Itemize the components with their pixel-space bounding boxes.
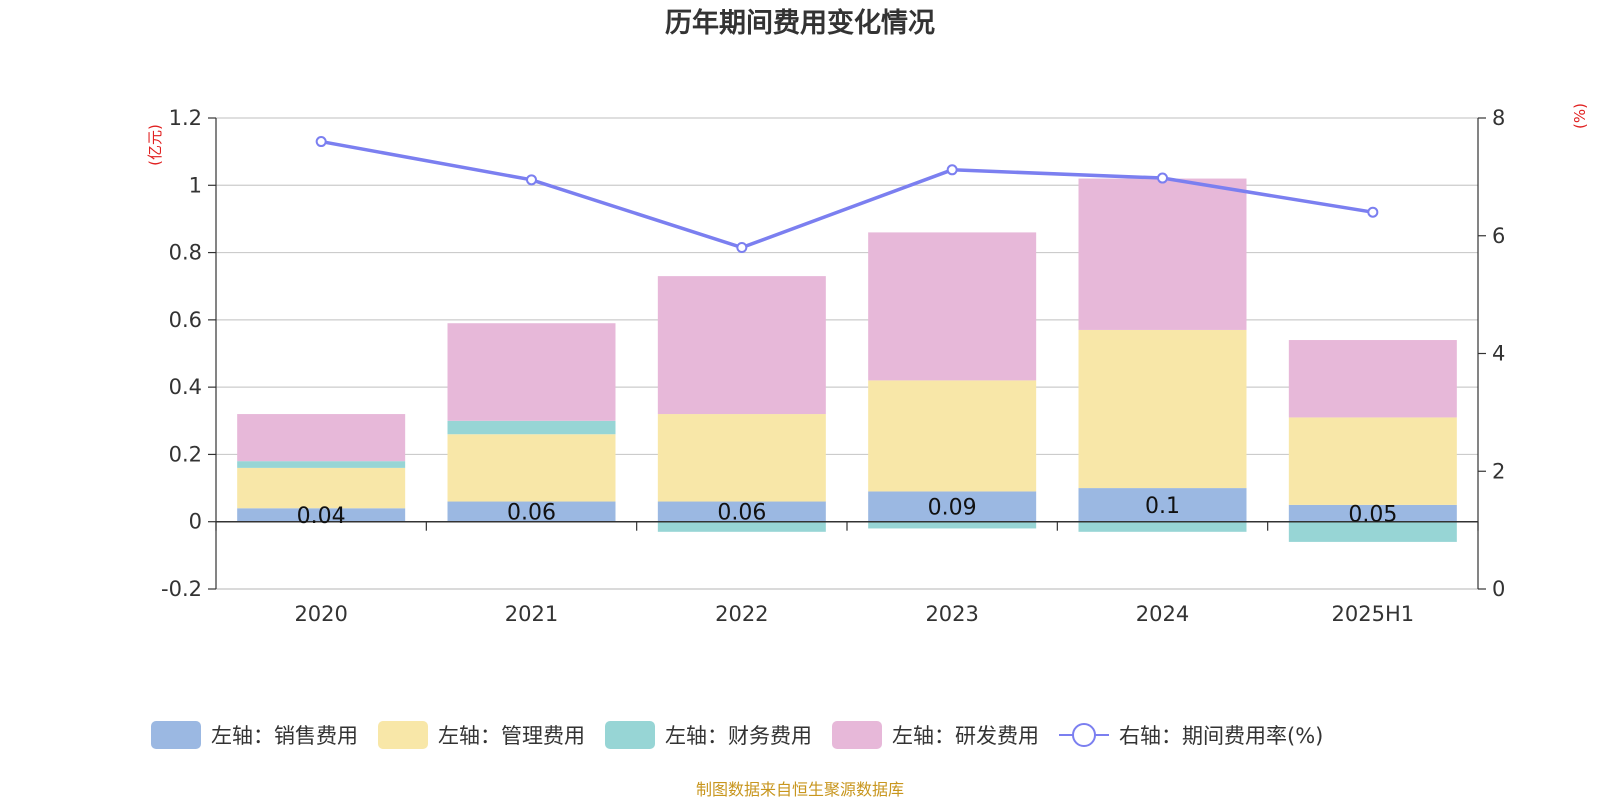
x-tick-label: 2021 [505, 602, 558, 626]
rate-point [526, 174, 537, 186]
bar-1-3 [868, 380, 1037, 492]
right-tick-label: 2 [1492, 459, 1505, 483]
rate-line-path [320, 139, 1374, 250]
bar-2-0 [237, 461, 406, 468]
bar-2-4 [1078, 521, 1247, 532]
left-tick-label: 0.4 [169, 375, 202, 399]
legend-swatch-3 [832, 721, 882, 749]
bar-data-label: 0.05 [1348, 502, 1397, 527]
rate-point [946, 164, 958, 176]
rate-point [736, 242, 748, 254]
bar-data-label: 0.04 [297, 504, 346, 529]
legend-label-0: 左轴：销售费用 [211, 724, 358, 748]
bar-0-1 [447, 501, 616, 522]
legend-label-2: 左轴：财务费用 [665, 724, 812, 748]
bar-3-3 [868, 232, 1037, 381]
left-tick-label: 1 [189, 173, 202, 197]
bar-1-0 [237, 467, 406, 509]
bar-data-label: 0.09 [928, 496, 977, 521]
legend-label-1: 左轴：管理费用 [438, 724, 585, 748]
right-axis-unit: (%) [1571, 103, 1589, 129]
rate-point [1367, 206, 1379, 218]
right-tick-label: 0 [1492, 577, 1505, 601]
right-tick-label: 6 [1492, 224, 1505, 248]
data-labels: 0.04 0.06 0.06 0.09 0.1 0.05 [297, 494, 1398, 529]
bar-3-2 [657, 276, 826, 415]
bar-data-label: 0.06 [717, 501, 766, 526]
axes: -0.2 0 0.2 0.4 0.6 0.8 1 1.2 0 2 4 6 8 2020 2021 2022 20… [161, 106, 1505, 626]
bar-data-label: 0.1 [1145, 494, 1180, 519]
legend-swatch-2 [605, 721, 655, 749]
left-tick-label: 0.8 [169, 241, 202, 265]
bar-0-5 [1288, 504, 1457, 522]
x-tick-label: 2023 [925, 602, 978, 626]
bar-3-1 [447, 323, 616, 421]
grid-lines [216, 117, 1478, 590]
legend-marker-swatch [1072, 723, 1096, 747]
chart-title: 历年期间费用变化情况 [665, 7, 935, 39]
bar-2-1 [447, 420, 616, 435]
left-axis-unit: (亿元) [146, 124, 164, 166]
bar-3-5 [1288, 340, 1457, 418]
bar-2-5 [1288, 521, 1457, 542]
legend-label-3: 左轴：研发费用 [892, 724, 1039, 748]
bar-0-0 [237, 508, 406, 522]
right-tick-label: 8 [1492, 106, 1505, 130]
bar-1-5 [1288, 417, 1457, 505]
legend-label-4: 右轴：期间费用率(%) [1119, 724, 1323, 748]
rate-point [315, 136, 327, 148]
left-tick-label: -0.2 [161, 577, 202, 601]
bar-1-4 [1078, 329, 1247, 489]
legend: 左轴：销售费用 左轴：管理费用 左轴：财务费用 左轴：研发费用 右轴：期间费用率(%) [151, 721, 1323, 749]
bar-0-3 [868, 491, 1037, 522]
bar-0-2 [657, 501, 826, 522]
bar-data-label: 0.06 [507, 501, 556, 526]
legend-swatch-1 [378, 721, 428, 749]
rate-point [1157, 172, 1168, 184]
x-tick-label: 2020 [294, 602, 347, 626]
left-tick-label: 0.2 [169, 442, 202, 466]
x-tick-label: 2024 [1136, 602, 1189, 626]
legend-swatch-0 [151, 721, 201, 749]
x-tick-label: 2022 [715, 602, 768, 626]
left-tick-label: 0.6 [169, 308, 202, 332]
bars [237, 178, 1457, 542]
bar-1-2 [657, 414, 826, 502]
left-tick-label: 1.2 [169, 106, 202, 130]
bar-2-2 [657, 521, 826, 532]
right-tick-label: 4 [1492, 342, 1505, 366]
bar-2-3 [868, 521, 1037, 529]
source-note: 制图数据来自恒生聚源数据库 [696, 780, 904, 799]
x-tick-label: 2025H1 [1332, 602, 1415, 626]
rate-line [315, 136, 1379, 254]
bar-1-1 [447, 434, 616, 502]
left-tick-label: 0 [189, 510, 202, 534]
bar-3-0 [237, 414, 406, 462]
bar-3-4 [1078, 178, 1247, 330]
bar-0-4 [1078, 488, 1247, 522]
